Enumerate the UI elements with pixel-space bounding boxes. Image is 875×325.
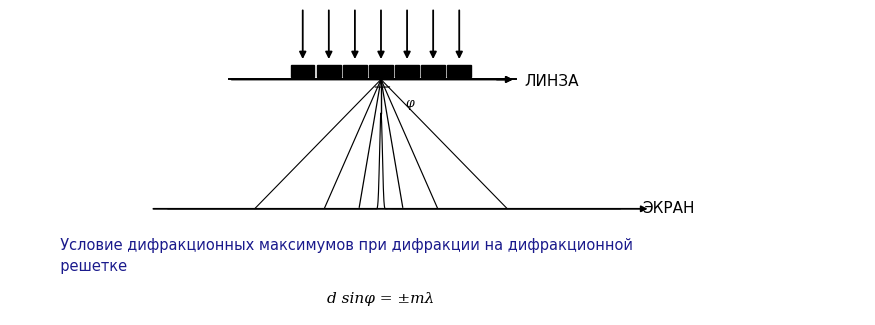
Text: φ: φ [405, 97, 414, 110]
Bar [396, 65, 419, 77]
Text: d sinφ = ±mλ: d sinφ = ±mλ [327, 292, 435, 306]
Bar [422, 65, 444, 77]
Text: Условие дифракционных максимумов при дифракции на дифракционной
  решетке: Условие дифракционных максимумов при диф… [51, 238, 633, 274]
Bar [369, 65, 393, 77]
Bar [447, 65, 471, 77]
Text: ЛИНЗА: ЛИНЗА [524, 73, 579, 88]
Bar [343, 65, 367, 77]
Text: ЭКРАН: ЭКРАН [642, 201, 695, 216]
Bar [291, 65, 314, 77]
Bar [317, 65, 340, 77]
